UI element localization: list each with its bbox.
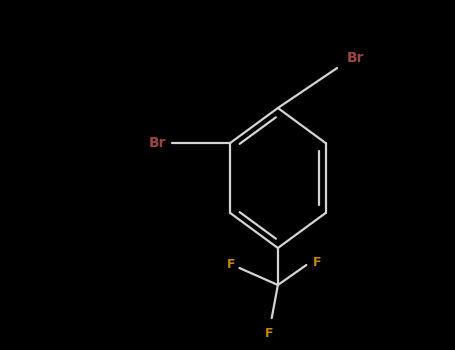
Text: F: F bbox=[227, 258, 236, 271]
Text: Br: Br bbox=[346, 51, 364, 65]
Text: F: F bbox=[265, 327, 273, 340]
Text: F: F bbox=[313, 256, 321, 268]
Text: Br: Br bbox=[149, 136, 167, 150]
